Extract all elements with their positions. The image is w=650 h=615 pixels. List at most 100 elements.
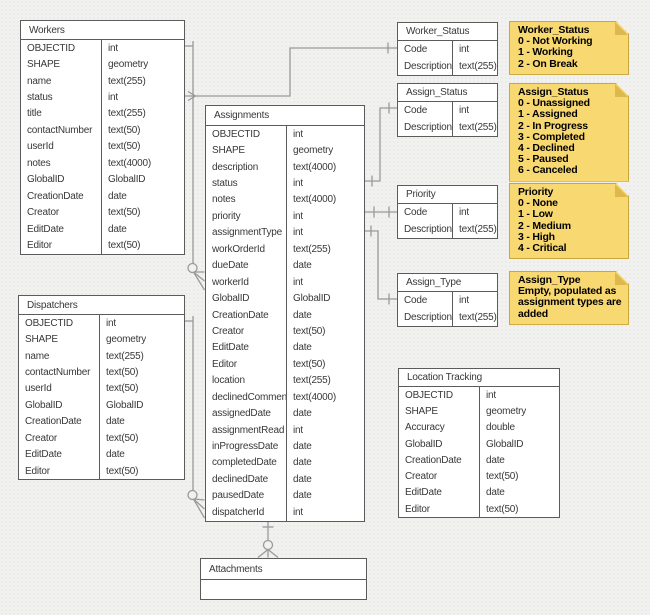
connector-assignments-assign-status[interactable]: [365, 102, 397, 187]
field-type: text(4000): [293, 194, 337, 206]
table-row: assignmentRead int: [206, 422, 364, 438]
field-type: int: [293, 178, 303, 190]
field-type: text(50): [108, 124, 141, 136]
field-name: Creator: [27, 207, 59, 219]
table-row: Code int: [398, 292, 497, 309]
field-type: int: [459, 295, 469, 306]
field-type: int: [486, 389, 496, 401]
zero-circle-icon: [262, 539, 274, 551]
table-worker-status[interactable]: Worker_Status Code int Description text(…: [397, 22, 498, 76]
field-name: contactNumber: [27, 124, 93, 136]
field-name: Creator: [405, 471, 437, 483]
table-dispatchers[interactable]: Dispatchers OBJECTID int SHAPE geometry …: [18, 295, 185, 481]
field-name: description: [212, 161, 259, 173]
table-row: SHAPE geometry: [206, 142, 364, 158]
field-type: text(255): [459, 312, 497, 323]
table-row: description text(4000): [206, 159, 364, 175]
field-type: date: [293, 260, 312, 272]
crows-foot-icon: [257, 548, 279, 559]
note-worker-status[interactable]: Worker_Status 0 - Not Working 1 - Working…: [509, 21, 629, 75]
table-row: declinedComment text(4000): [206, 389, 364, 405]
note-assign-status[interactable]: Assign_Status 0 - Unassigned 1 - Assigned…: [509, 83, 629, 182]
field-type: int: [293, 424, 303, 436]
note-line: 0 - None: [518, 197, 558, 210]
table-row: assignedDate date: [206, 405, 364, 421]
field-name: status: [27, 92, 53, 104]
crows-foot-icon: [192, 498, 206, 519]
table-row: name text(255): [19, 348, 184, 364]
table-assign-type[interactable]: Assign_Type Code int Description text(25…: [397, 273, 498, 327]
field-type: GlobalID: [486, 438, 524, 450]
connector-assignments-assign-type[interactable]: [365, 225, 397, 305]
field-type: text(4000): [293, 161, 337, 173]
field-name: Editor: [25, 465, 50, 477]
field-type: date: [293, 473, 312, 485]
connector-dispatchers-assignments[interactable]: [185, 316, 206, 519]
field-type: date: [108, 190, 127, 202]
table-row: title text(255): [21, 106, 184, 122]
field-name: pausedDate: [212, 490, 264, 502]
note-priority[interactable]: Priority 0 - None 1 - Low 2 - Medium 3 - Hi…: [509, 183, 629, 259]
table-row: Creator text(50): [206, 323, 364, 339]
table-row: completedDate date: [206, 455, 364, 471]
connector-workers-assignments[interactable]: [185, 41, 206, 291]
table-priority[interactable]: Priority Code int Description text(255): [397, 185, 498, 239]
table-row: Editor text(50): [206, 356, 364, 372]
note-line: 1 - Assigned: [518, 108, 578, 121]
table-row: Accuracy double: [399, 420, 559, 436]
field-name: assignedDate: [212, 408, 271, 420]
table-workers[interactable]: Workers OBJECTID int SHAPE geometry name…: [20, 20, 185, 255]
table-title: Assign_Type: [398, 274, 497, 292]
connector-assignments-priority[interactable]: [365, 206, 397, 218]
field-name: notes: [27, 157, 51, 169]
field-type: date: [486, 487, 505, 499]
field-name: EditDate: [405, 487, 442, 499]
table-row: GlobalID GlobalID: [21, 172, 184, 188]
table-row: assignmentType int: [206, 225, 364, 241]
table-row: EditDate date: [19, 447, 184, 463]
field-name: OBJECTID: [405, 389, 453, 401]
table-assignments[interactable]: Assignments OBJECTID int SHAPE geometry …: [205, 105, 365, 522]
table-assign-status[interactable]: Assign_Status Code int Description text(…: [397, 83, 498, 137]
field-name: Code: [404, 44, 428, 55]
table-row: OBJECTID int: [206, 126, 364, 142]
field-name: SHAPE: [27, 59, 60, 71]
field-type: date: [106, 449, 125, 461]
table-location-tracking[interactable]: Location Tracking OBJECTID int SHAPE geo…: [398, 368, 560, 519]
field-name: SHAPE: [405, 405, 438, 417]
table-row: Code int: [398, 102, 497, 119]
table-row: notes text(4000): [206, 192, 364, 208]
field-type: int: [459, 207, 469, 218]
field-name: contactNumber: [25, 367, 91, 379]
field-type: date: [293, 342, 312, 354]
field-type: double: [486, 422, 515, 434]
table-attachments[interactable]: Attachments: [200, 558, 367, 600]
table-row: OBJECTID int: [21, 40, 184, 56]
table-title: Worker_Status: [398, 23, 497, 41]
field-type: GlobalID: [106, 399, 144, 411]
note-title: Assign_Type: [518, 274, 581, 286]
table-title: Location Tracking: [399, 369, 559, 387]
field-name: assignmentType: [212, 227, 283, 239]
table-row: workerId int: [206, 274, 364, 290]
field-type: text(50): [108, 239, 141, 251]
table-row: userId text(50): [21, 139, 184, 155]
table-row: dueDate date: [206, 258, 364, 274]
field-name: GlobalID: [212, 293, 250, 305]
connector-assignments-attachments[interactable]: [257, 519, 279, 559]
connector-workers-worker-status[interactable]: [185, 42, 397, 102]
field-type: geometry: [293, 145, 334, 157]
field-type: GlobalID: [293, 293, 331, 305]
field-name: Creator: [25, 432, 57, 444]
table-row: priority int: [206, 208, 364, 224]
note-assign-type[interactable]: Assign_Type Empty, populated as assignmen…: [509, 271, 629, 325]
field-name: completedDate: [212, 457, 277, 469]
table-title: Dispatchers: [19, 296, 184, 315]
field-name: SHAPE: [212, 145, 245, 157]
note-title: Assign_Status: [518, 86, 589, 98]
note-line: Empty, populated as: [518, 285, 617, 298]
field-type: date: [486, 454, 505, 466]
field-type: text(50): [106, 367, 139, 379]
